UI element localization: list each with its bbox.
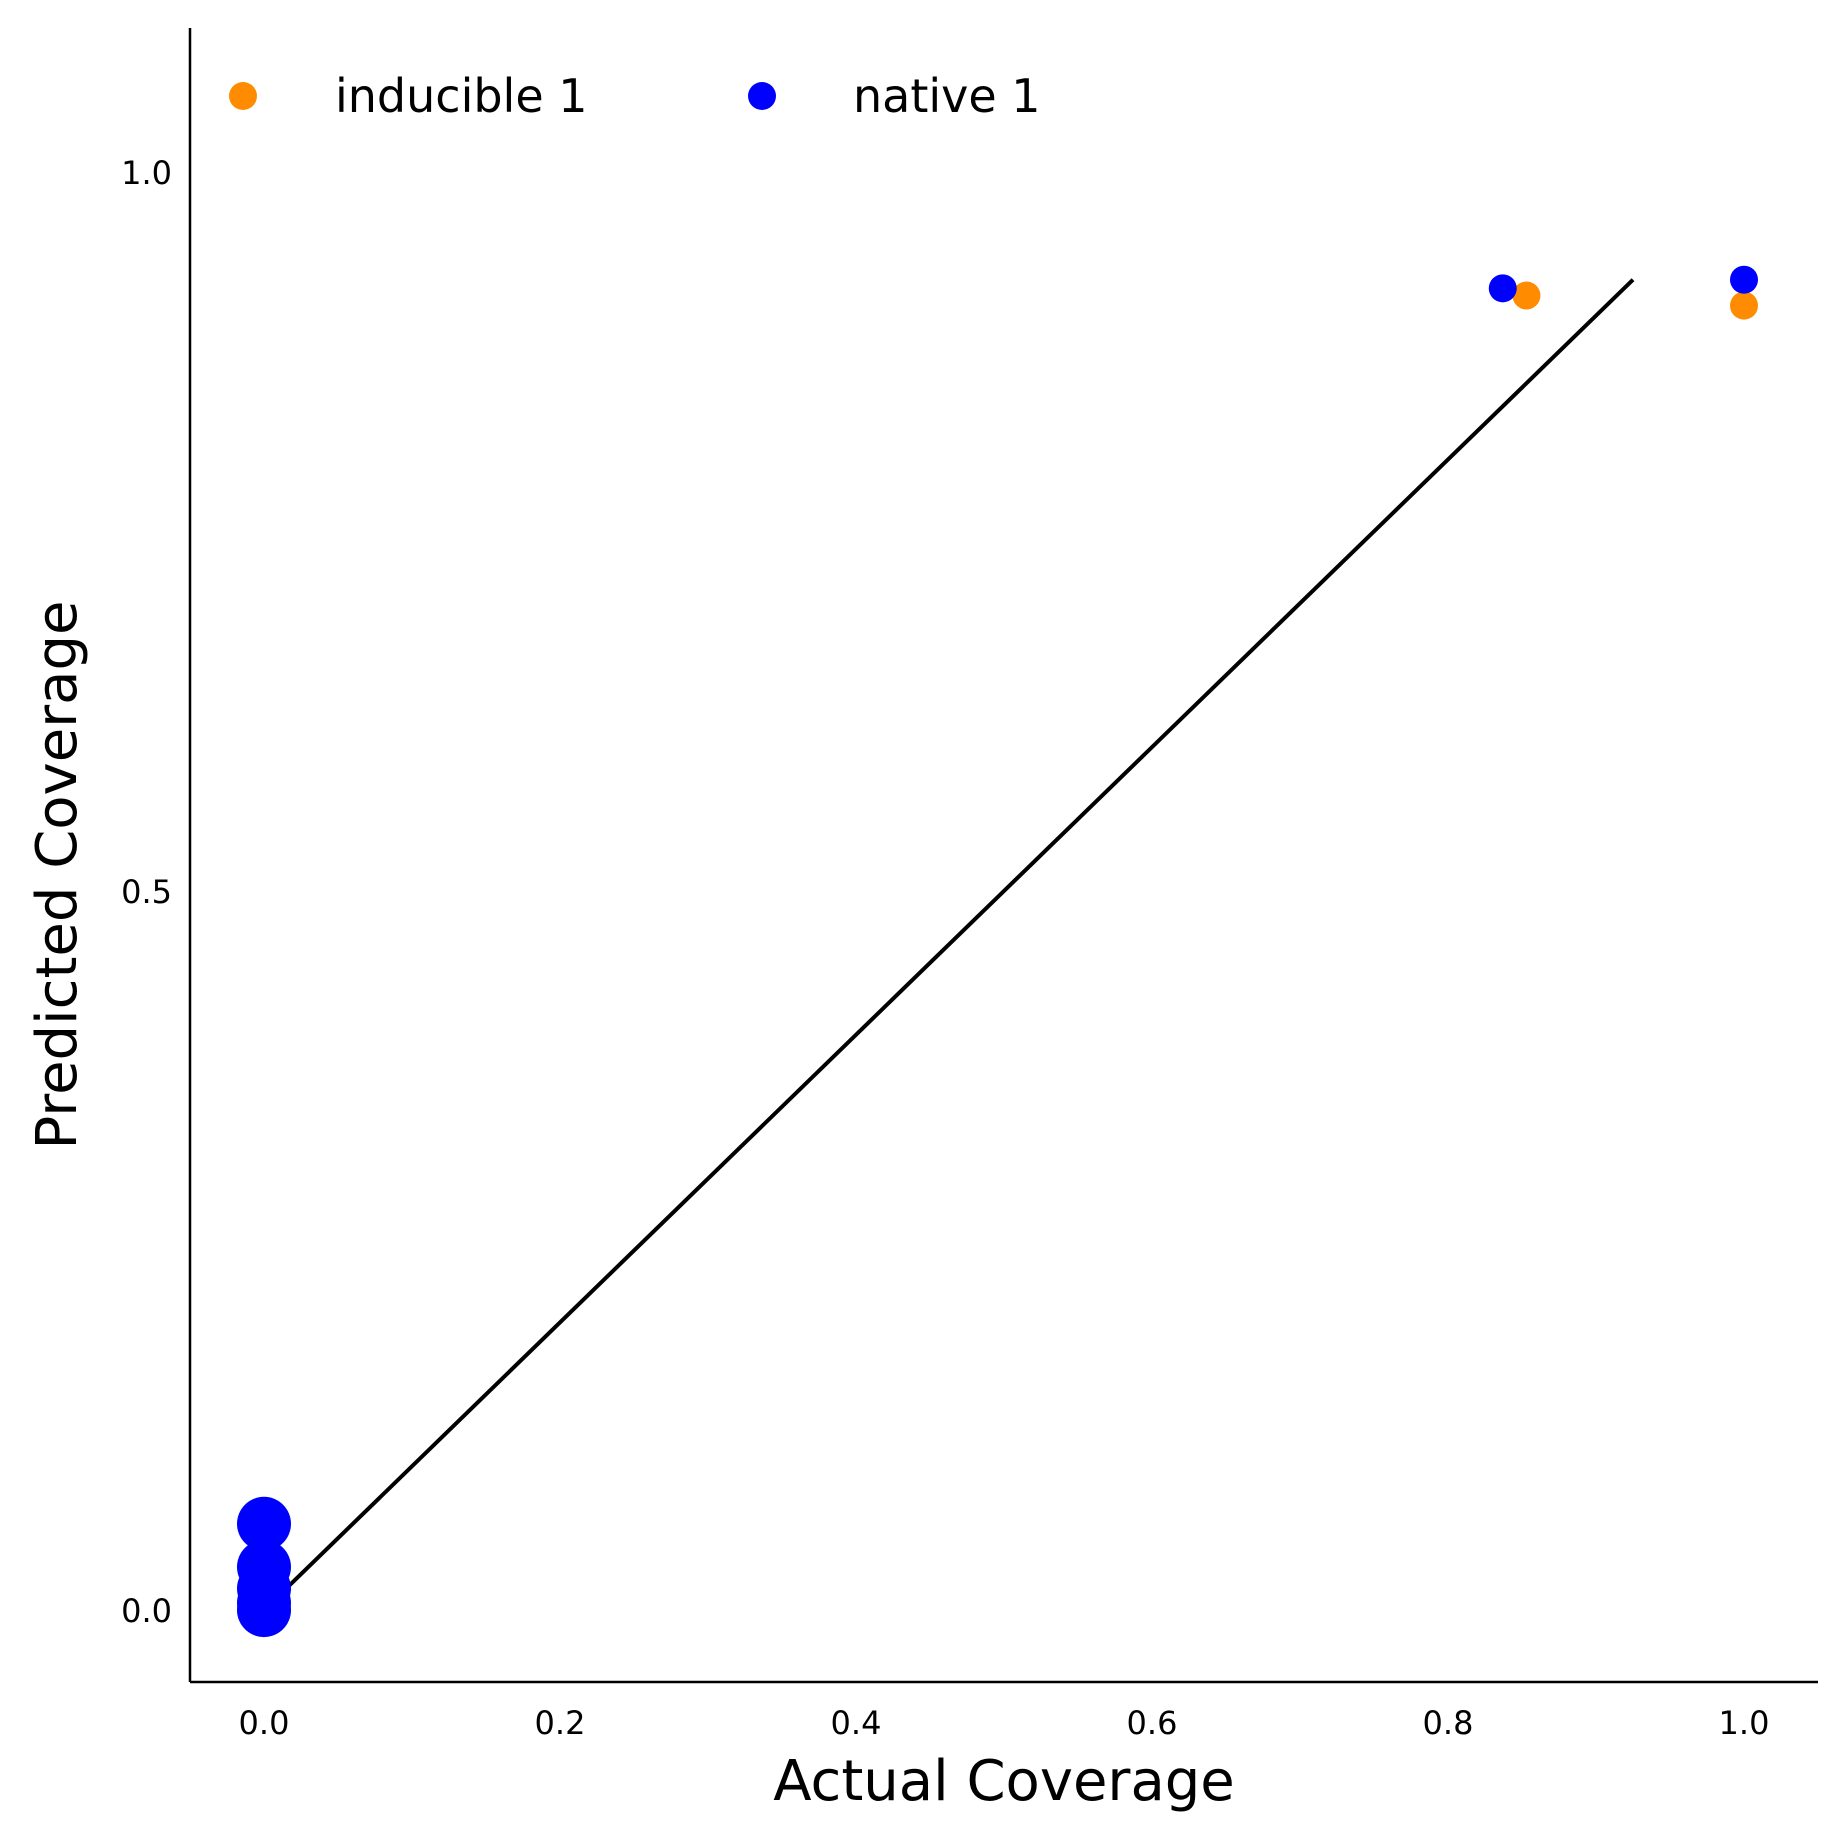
x-tick-label: 0.0 — [239, 1704, 290, 1742]
inducible-point — [1730, 291, 1758, 320]
x-tick-label: 0.8 — [1423, 1704, 1474, 1742]
x-axis-label: Actual Coverage — [773, 1749, 1235, 1814]
y-tick-label: 1.0 — [121, 154, 172, 192]
y-tick-label: 0.0 — [121, 1592, 172, 1630]
native-point — [237, 1496, 291, 1551]
reference-line — [262, 278, 1635, 1612]
y-tick-label: 0.5 — [121, 873, 172, 911]
x-tick-label: 0.2 — [535, 1704, 586, 1742]
inducible-point — [1512, 281, 1541, 310]
legend: inducible 1 native 1 — [229, 69, 1041, 123]
legend-marker-inducible — [229, 82, 257, 110]
x-tick-label: 1.0 — [1719, 1704, 1770, 1742]
y-axis-label: Predicted Coverage — [25, 601, 90, 1150]
x-tick-label: 0.4 — [831, 1704, 882, 1742]
native-point — [1730, 265, 1758, 294]
native-point — [237, 1583, 291, 1638]
legend-marker-native — [748, 82, 776, 110]
x-tick-label: 0.6 — [1127, 1704, 1178, 1742]
legend-label-native: native 1 — [853, 69, 1041, 123]
native-point — [1488, 274, 1517, 303]
legend-label-inducible: inducible 1 — [335, 69, 588, 123]
